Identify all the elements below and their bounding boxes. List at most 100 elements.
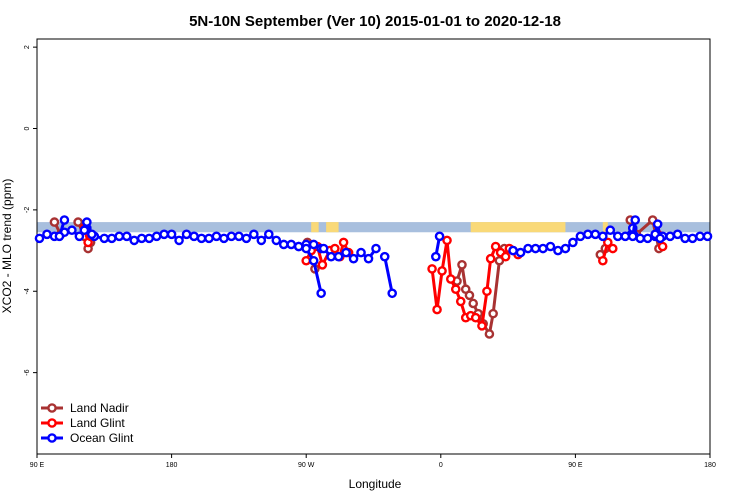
data-point xyxy=(560,243,571,254)
data-point xyxy=(67,225,77,236)
data-point xyxy=(603,237,613,248)
legend-label-0: Land Nadir xyxy=(70,401,129,415)
y-axis: 2 0 -2 -4 -6 xyxy=(24,45,37,376)
data-point xyxy=(219,233,229,244)
data-point xyxy=(264,229,274,240)
data-point xyxy=(348,253,359,264)
y-tick-label-2: -2 xyxy=(24,207,31,213)
data-point xyxy=(301,255,312,266)
x-tick-label-0: 90 E xyxy=(30,462,45,469)
data-point xyxy=(530,243,541,254)
data-point xyxy=(434,231,445,242)
data-point xyxy=(598,231,608,242)
data-point xyxy=(308,255,319,266)
data-point xyxy=(442,235,452,246)
data-point xyxy=(34,233,45,244)
data-point xyxy=(211,231,222,242)
y-tick-label-0: 2 xyxy=(24,45,31,49)
series-ocean-glint xyxy=(34,215,713,299)
data-point xyxy=(568,237,578,248)
data-point xyxy=(379,251,390,262)
data-point xyxy=(484,329,495,339)
data-point xyxy=(485,253,496,264)
x-tick-label-1: 180 xyxy=(166,462,178,469)
data-point xyxy=(427,264,437,274)
data-point xyxy=(136,233,147,244)
legend-swatch-marker-1 xyxy=(47,418,57,428)
data-point xyxy=(271,235,282,246)
data-point xyxy=(635,233,646,244)
data-point xyxy=(166,229,177,240)
data-point xyxy=(74,231,85,242)
plot-frame xyxy=(36,38,711,455)
data-point xyxy=(99,233,110,244)
data-point xyxy=(655,233,665,244)
y-tick-label-1: 0 xyxy=(24,126,31,130)
data-point xyxy=(301,243,312,254)
data-point xyxy=(49,217,60,227)
data-point xyxy=(286,239,297,250)
data-point xyxy=(333,251,344,262)
data-point xyxy=(545,241,556,252)
data-point xyxy=(129,235,140,246)
land-band-segment-0 xyxy=(311,222,319,233)
data-point xyxy=(318,243,329,254)
data-point xyxy=(477,321,487,331)
data-point xyxy=(612,231,623,242)
legend-swatch-marker-2 xyxy=(47,433,57,443)
data-point xyxy=(702,231,713,242)
data-point xyxy=(553,245,563,256)
data-point xyxy=(450,284,461,295)
y-tick-label-4: -6 xyxy=(24,369,31,375)
data-point xyxy=(363,253,374,264)
data-point xyxy=(59,215,70,225)
data-point xyxy=(159,229,169,240)
data-point xyxy=(204,233,214,244)
data-point xyxy=(338,237,349,248)
data-point xyxy=(151,231,162,242)
data-point xyxy=(672,229,683,240)
legend-label-2: Ocean Glint xyxy=(70,431,134,445)
series-line-2-5 xyxy=(383,255,394,295)
legend-label-1: Land Glint xyxy=(70,416,125,430)
data-point xyxy=(330,243,340,254)
data-point xyxy=(293,241,304,252)
data-point xyxy=(196,233,207,244)
land-mask-band xyxy=(37,222,710,233)
ocean-band xyxy=(37,222,710,233)
data-point xyxy=(87,229,97,240)
land-band-segment-2 xyxy=(470,222,566,233)
data-point xyxy=(42,229,52,240)
data-point xyxy=(470,312,481,323)
data-point xyxy=(174,235,184,246)
y-tick-label-3: -4 xyxy=(24,288,31,294)
data-point xyxy=(431,251,441,262)
data-point xyxy=(121,231,132,242)
data-point xyxy=(256,235,267,246)
data-point xyxy=(341,247,351,258)
data-point xyxy=(249,229,259,240)
data-point xyxy=(605,225,616,236)
series-layer xyxy=(34,215,713,339)
data-point xyxy=(106,233,117,244)
data-point xyxy=(437,266,447,276)
data-point xyxy=(500,251,511,262)
x-axis: 90 E 180 90 W 0 90 E 180 xyxy=(30,454,716,469)
data-point xyxy=(73,217,83,227)
data-point xyxy=(114,231,125,242)
land-band-segment-3 xyxy=(602,222,608,233)
data-point xyxy=(79,225,90,236)
data-point xyxy=(468,298,479,309)
data-point xyxy=(445,274,456,284)
data-point xyxy=(226,231,237,242)
y-axis-label: XCO2 - MLO trend (ppm) xyxy=(0,179,14,314)
data-point xyxy=(82,217,92,227)
data-point xyxy=(515,247,526,258)
data-point xyxy=(356,247,366,258)
data-point xyxy=(583,229,593,240)
data-point xyxy=(607,243,618,254)
data-point xyxy=(630,215,641,225)
x-tick-label-3: 0 xyxy=(439,462,443,469)
data-point xyxy=(464,290,475,301)
